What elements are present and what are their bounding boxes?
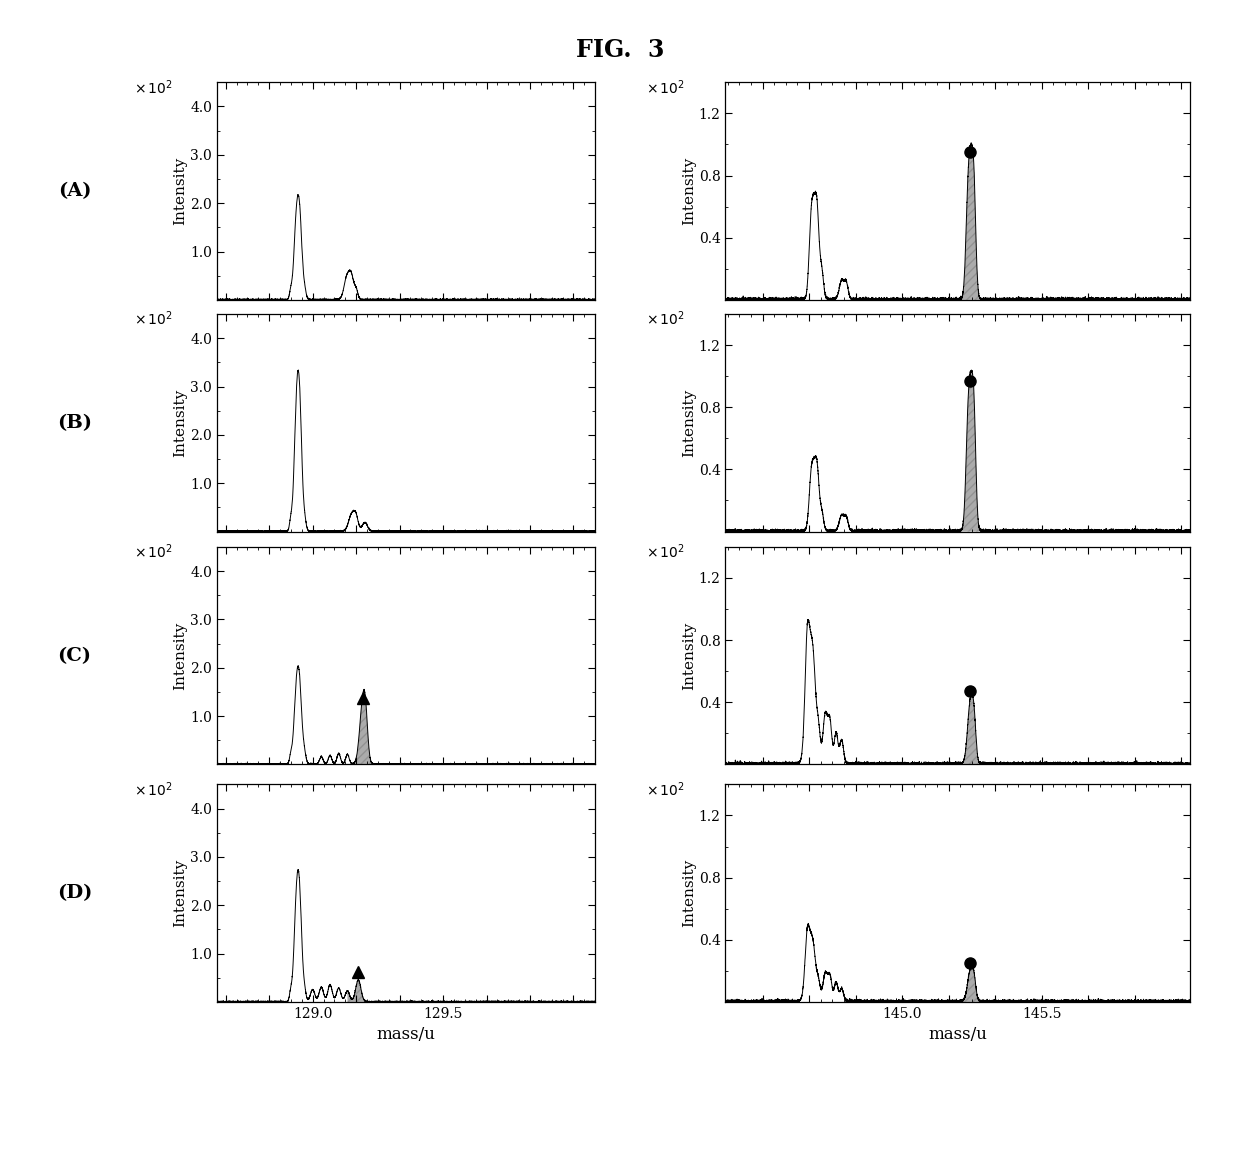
Text: (C): (C) [57, 647, 92, 664]
Y-axis label: Intensity: Intensity [682, 388, 696, 457]
Text: $\times\,10^2$: $\times\,10^2$ [646, 780, 686, 799]
Text: (A): (A) [57, 182, 92, 200]
X-axis label: mass/u: mass/u [929, 1027, 987, 1043]
Text: $\times\,10^2$: $\times\,10^2$ [646, 542, 686, 561]
X-axis label: mass/u: mass/u [377, 1027, 435, 1043]
Text: $\times\,10^2$: $\times\,10^2$ [134, 780, 172, 799]
Y-axis label: Intensity: Intensity [174, 156, 187, 226]
Text: $\times\,10^2$: $\times\,10^2$ [134, 78, 172, 96]
Y-axis label: Intensity: Intensity [682, 858, 696, 928]
Y-axis label: Intensity: Intensity [682, 156, 696, 226]
Y-axis label: Intensity: Intensity [174, 621, 187, 690]
Y-axis label: Intensity: Intensity [682, 621, 696, 690]
Text: $\times\,10^2$: $\times\,10^2$ [646, 78, 686, 96]
Text: (D): (D) [57, 884, 92, 902]
Text: (B): (B) [57, 414, 92, 432]
Y-axis label: Intensity: Intensity [174, 388, 187, 457]
Text: $\times\,10^2$: $\times\,10^2$ [134, 542, 172, 561]
Text: $\times\,10^2$: $\times\,10^2$ [134, 309, 172, 328]
Text: $\times\,10^2$: $\times\,10^2$ [646, 309, 686, 328]
Text: FIG.  3: FIG. 3 [575, 38, 665, 61]
Y-axis label: Intensity: Intensity [174, 858, 187, 928]
